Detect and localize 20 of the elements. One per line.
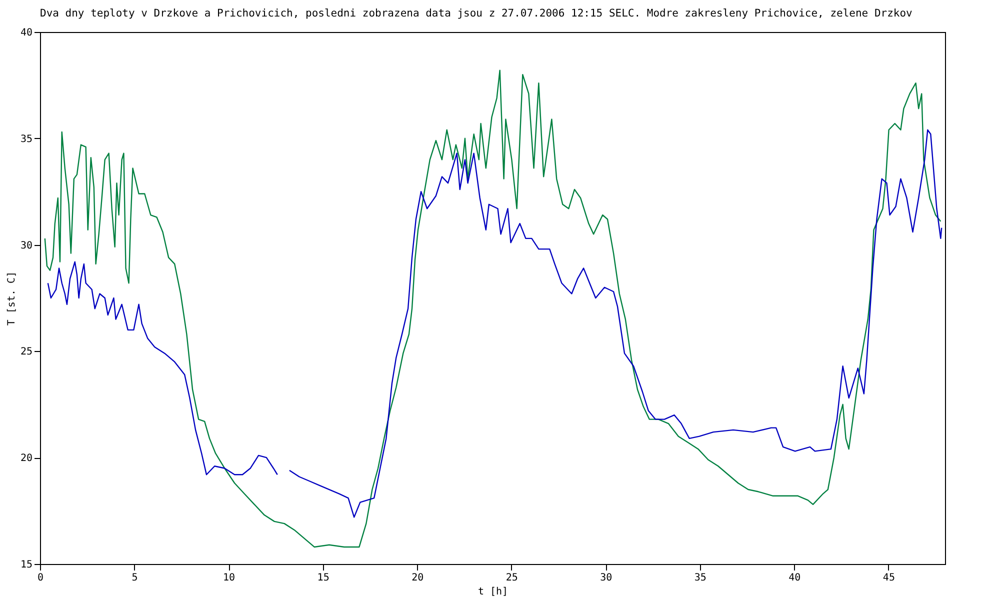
- x-tick-label: 25: [506, 572, 518, 584]
- x-axis-title: t [h]: [478, 586, 508, 598]
- x-tick-label: 35: [694, 572, 706, 584]
- y-tick-label: 40: [20, 28, 32, 38]
- x-tick-label: 40: [788, 572, 801, 584]
- x-tick-label: 0: [37, 572, 44, 584]
- chart-title: Dva dny teploty v Drzkove a Prichovicich, posledni zobrazena data jsou z 27.07.2006 12:15 SELC. Modre zakresleny Prichovice, zelene Drzkov: [40, 8, 912, 20]
- y-tick-label: 25: [20, 346, 32, 358]
- x-tick-label: 5: [132, 572, 138, 584]
- y-tick-label: 35: [20, 134, 32, 145]
- y-tick-label: 20: [20, 453, 32, 464]
- y-tick-label: 30: [20, 240, 32, 252]
- x-tick-label: 20: [412, 572, 424, 584]
- y-axis-title: T [st. C]: [6, 271, 18, 326]
- x-tick-label: 15: [317, 572, 330, 584]
- line-series: [44, 70, 942, 548]
- x-tick-label: 30: [600, 572, 612, 584]
- x-tick-label: 10: [223, 572, 236, 584]
- y-tick-label: 15: [20, 560, 32, 570]
- x-tick-label: 45: [882, 572, 895, 584]
